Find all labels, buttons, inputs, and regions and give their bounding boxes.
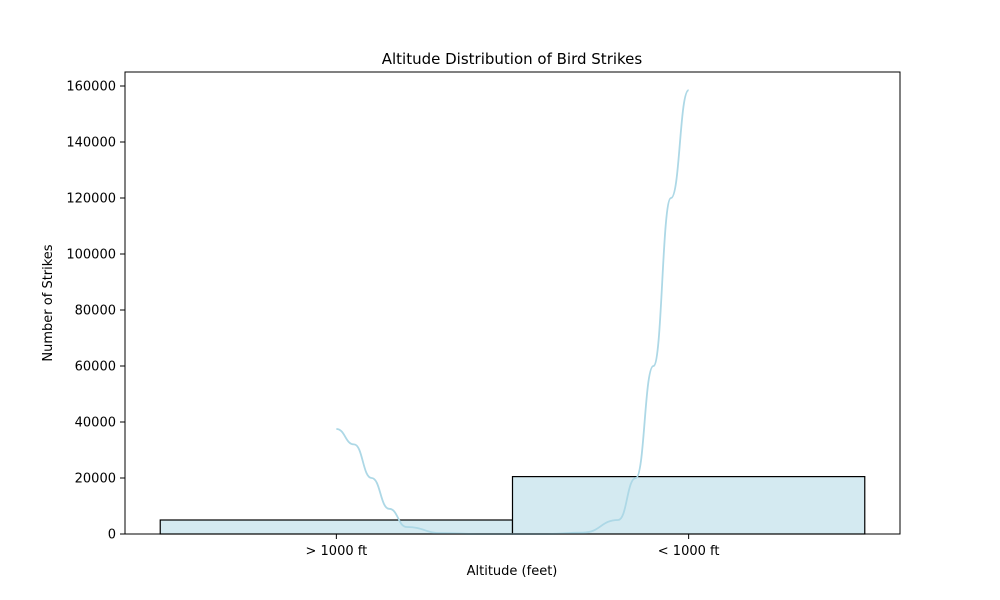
x-axis-label: Altitude (feet) xyxy=(467,564,558,579)
x-tick-label-1: < 1000 ft xyxy=(658,544,720,559)
y-tick-label-7: 140000 xyxy=(66,136,116,151)
bar-1 xyxy=(511,476,866,535)
axes-frame xyxy=(124,71,901,535)
chart-title: Altitude Distribution of Bird Strikes xyxy=(382,50,643,68)
kde-line-1 xyxy=(512,89,690,535)
y-tick-label-1: 20000 xyxy=(75,472,116,487)
y-tick-label-4: 80000 xyxy=(75,304,116,319)
x-tick-label-0: > 1000 ft xyxy=(306,544,368,559)
bar-0 xyxy=(159,519,514,535)
kde-line-0 xyxy=(336,428,513,535)
y-axis-label: Number of Strikes xyxy=(41,244,56,361)
y-tick-label-0: 0 xyxy=(108,528,116,543)
y-tick-label-2: 40000 xyxy=(75,416,116,431)
plot-area: 0 20000 40000 60000 80000 100000 120000 140000 1… xyxy=(66,71,901,559)
y-tick-label-5: 100000 xyxy=(66,248,116,263)
y-tick-label-6: 120000 xyxy=(66,192,116,207)
y-tick-label-3: 60000 xyxy=(75,360,116,375)
y-tick-label-8: 160000 xyxy=(66,80,116,95)
